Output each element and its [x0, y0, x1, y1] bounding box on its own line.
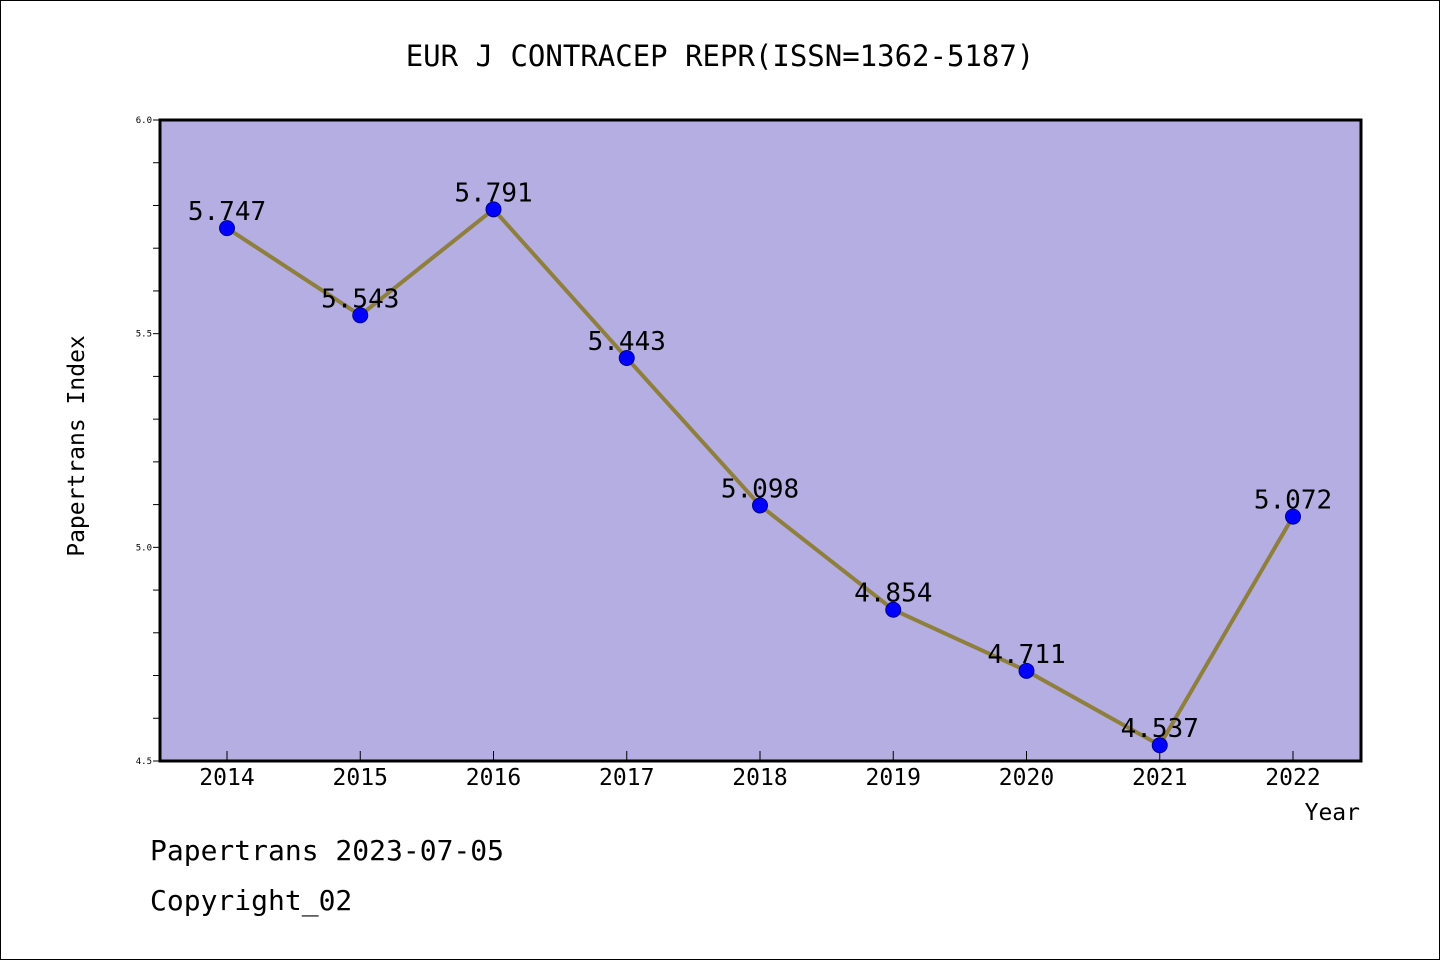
data-point: [885, 601, 902, 618]
x-tick-label: 2017: [599, 765, 654, 791]
data-label: 4.854: [854, 579, 932, 609]
data-point: [1018, 662, 1035, 679]
data-point: [618, 350, 635, 367]
data-point: [219, 220, 235, 237]
data-point: [352, 307, 369, 324]
data-label: 5.543: [321, 284, 399, 314]
data-label: 4.711: [987, 640, 1065, 670]
data-point: [752, 497, 768, 514]
y-axis-label: Papertrans Index: [64, 335, 90, 557]
data-point: [485, 201, 502, 218]
data-label: 5.791: [454, 178, 532, 208]
data-label: 5.098: [721, 474, 799, 504]
chart-title: EUR J CONTRACEP REPR(ISSN=1362-5187): [406, 39, 1035, 73]
y-tick-label: 4.5: [136, 757, 152, 767]
data-label: 5.072: [1254, 486, 1332, 516]
footer-copyright: Copyright_02: [150, 884, 353, 917]
x-tick-label: 2022: [1265, 765, 1320, 791]
footer-date: Papertrans 2023-07-05: [150, 834, 505, 867]
data-point: [1285, 508, 1301, 525]
data-label: 5.747: [188, 197, 266, 227]
data-labels-group: 5.747 5.543 5.791 5.443 5.098 4.854 4.711 4.537…: [188, 178, 1332, 744]
x-axis-ticks: 2014 2015 2016 2017 2018 2019 2020 2021 2022: [199, 751, 1321, 791]
data-label: 4.537: [1121, 714, 1199, 744]
plot-area: [160, 120, 1361, 761]
y-axis-ticks: 4.5 5.0 5.5 6.0: [136, 116, 160, 767]
x-axis-label: Year: [1305, 800, 1360, 826]
y-tick-label: 5.5: [136, 330, 152, 340]
series-points-group: [219, 201, 1301, 754]
x-tick-label: 2021: [1132, 765, 1187, 791]
x-tick-label: 2014: [199, 765, 254, 791]
x-tick-label: 2018: [732, 765, 787, 791]
x-tick-label: 2020: [999, 765, 1054, 791]
x-tick-label: 2019: [866, 765, 921, 791]
x-tick-label: 2015: [333, 765, 388, 791]
x-tick-label: 2016: [466, 765, 521, 791]
data-point: [1151, 737, 1168, 754]
plot-border: [158, 118, 1363, 763]
y-tick-label: 6.0: [136, 116, 152, 126]
data-label: 5.443: [588, 327, 666, 357]
y-tick-label: 5.0: [136, 543, 152, 553]
